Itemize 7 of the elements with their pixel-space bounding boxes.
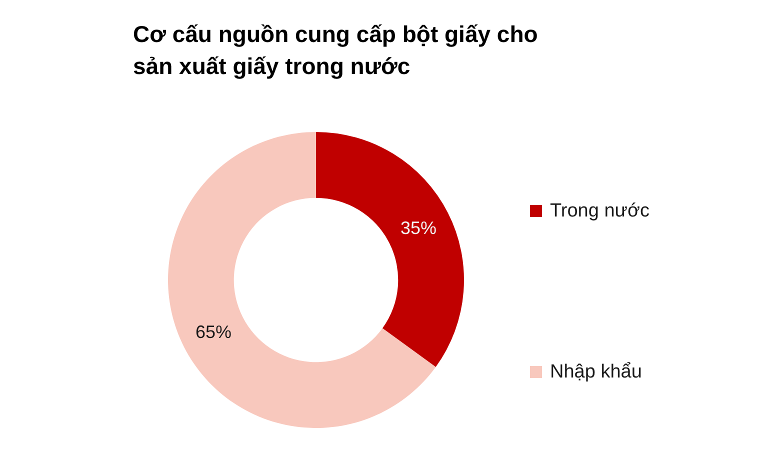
donut-slice	[168, 132, 436, 428]
legend-label: Trong nước	[550, 200, 650, 222]
donut-slice	[316, 132, 464, 367]
data-label: 35%	[400, 218, 437, 238]
legend-label: Nhập khẩu	[550, 362, 642, 382]
chart-title: Cơ cấu nguồn cung cấp bột giấy cho sản xuất giấy trong nước	[133, 21, 538, 79]
data-label: 65%	[195, 322, 232, 342]
